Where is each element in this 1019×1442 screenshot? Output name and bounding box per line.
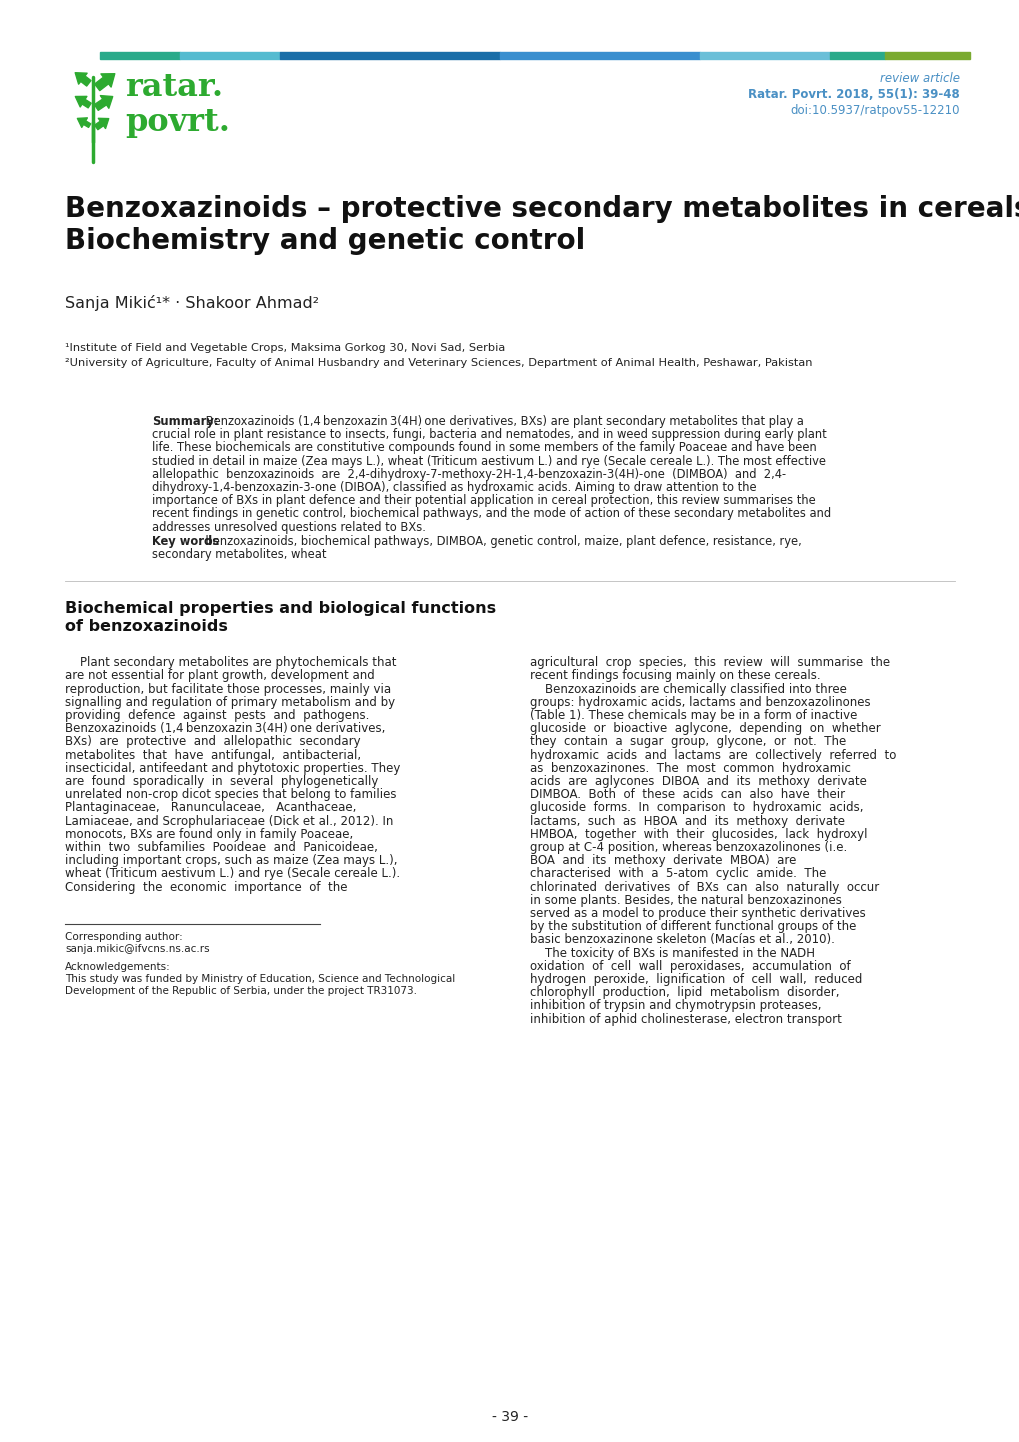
Text: Lamiaceae, and Scrophulariaceae (Dick et al., 2012). In: Lamiaceae, and Scrophulariaceae (Dick et… xyxy=(65,815,393,828)
Text: glucoside  or  bioactive  aglycone,  depending  on  whether: glucoside or bioactive aglycone, dependi… xyxy=(530,722,879,735)
Text: they  contain  a  sugar  group,  glycone,  or  not.  The: they contain a sugar group, glycone, or … xyxy=(530,735,846,748)
Text: insecticidal, antifeedant and phytotoxic properties. They: insecticidal, antifeedant and phytotoxic… xyxy=(65,761,400,774)
Text: Biochemical properties and biological functions: Biochemical properties and biological fu… xyxy=(65,601,495,616)
Text: secondary metabolites, wheat: secondary metabolites, wheat xyxy=(152,548,326,561)
Text: BXs)  are  protective  and  allelopathic  secondary: BXs) are protective and allelopathic sec… xyxy=(65,735,361,748)
Text: inhibition of aphid cholinesterase, electron transport: inhibition of aphid cholinesterase, elec… xyxy=(530,1012,841,1025)
Text: ²University of Agriculture, Faculty of Animal Husbandry and Veterinary Sciences,: ²University of Agriculture, Faculty of A… xyxy=(65,358,812,368)
Bar xyxy=(884,52,969,59)
Text: within  two  subfamilies  Pooideae  and  Panicoideae,: within two subfamilies Pooideae and Pani… xyxy=(65,841,377,854)
Text: : benzoxazinoids, biochemical pathways, DIMBOA, genetic control, maize, plant de: : benzoxazinoids, biochemical pathways, … xyxy=(198,535,801,548)
Text: Corresponding author:: Corresponding author: xyxy=(65,932,182,942)
FancyArrowPatch shape xyxy=(95,74,115,91)
FancyArrowPatch shape xyxy=(75,97,91,108)
Text: crucial role in plant resistance to insects, fungi, bacteria and nematodes, and : crucial role in plant resistance to inse… xyxy=(152,428,826,441)
Text: recent findings in genetic control, biochemical pathways, and the mode of action: recent findings in genetic control, bioc… xyxy=(152,508,830,521)
Text: glucoside  forms.  In  comparison  to  hydroxamic  acids,: glucoside forms. In comparison to hydrox… xyxy=(530,802,863,815)
Text: Key words: Key words xyxy=(152,535,219,548)
Text: ¹Institute of Field and Vegetable Crops, Maksima Gorkog 30, Novi Sad, Serbia: ¹Institute of Field and Vegetable Crops,… xyxy=(65,343,504,353)
FancyArrowPatch shape xyxy=(95,118,109,130)
Text: Benzoxazinoids (1,4 benzoxazin 3(4H) one derivatives,: Benzoxazinoids (1,4 benzoxazin 3(4H) one… xyxy=(65,722,385,735)
Text: unrelated non-crop dicot species that belong to families: unrelated non-crop dicot species that be… xyxy=(65,789,396,802)
Text: hydroxamic  acids  and  lactams  are  collectively  referred  to: hydroxamic acids and lactams are collect… xyxy=(530,748,896,761)
Text: studied in detail in maize (Zea mays L.), wheat (Triticum aestivum L.) and rye (: studied in detail in maize (Zea mays L.)… xyxy=(152,454,825,467)
Text: group at C-4 position, whereas benzoxazolinones (i.e.: group at C-4 position, whereas benzoxazo… xyxy=(530,841,847,854)
Text: Plantaginaceae,   Ranunculaceae,   Acanthaceae,: Plantaginaceae, Ranunculaceae, Acanthace… xyxy=(65,802,356,815)
Text: agricultural  crop  species,  this  review  will  summarise  the: agricultural crop species, this review w… xyxy=(530,656,890,669)
Text: by the substitution of different functional groups of the: by the substitution of different functio… xyxy=(530,920,856,933)
Text: monocots, BXs are found only in family Poaceae,: monocots, BXs are found only in family P… xyxy=(65,828,353,841)
Text: recent findings focusing mainly on these cereals.: recent findings focusing mainly on these… xyxy=(530,669,820,682)
Text: Benzoxazinoids are chemically classified into three: Benzoxazinoids are chemically classified… xyxy=(530,682,846,695)
Text: life. These biochemicals are constitutive compounds found in some members of the: life. These biochemicals are constitutiv… xyxy=(152,441,816,454)
Text: ratar.: ratar. xyxy=(125,72,223,102)
Text: - 39 -: - 39 - xyxy=(491,1410,528,1425)
FancyArrowPatch shape xyxy=(75,72,91,87)
Text: acids  are  aglycones  DIBOA  and  its  methoxy  derivate: acids are aglycones DIBOA and its methox… xyxy=(530,774,866,787)
Text: of benzoxazinoids: of benzoxazinoids xyxy=(65,619,227,634)
Text: as  benzoxazinones.  The  most  common  hydroxamic: as benzoxazinones. The most common hydro… xyxy=(530,761,850,774)
Text: chlorophyll  production,  lipid  metabolism  disorder,: chlorophyll production, lipid metabolism… xyxy=(530,986,839,999)
Bar xyxy=(179,52,280,59)
Text: importance of BXs in plant defence and their potential application in cereal pro: importance of BXs in plant defence and t… xyxy=(152,495,815,508)
Text: This study was funded by Ministry of Education, Science and Technological: This study was funded by Ministry of Edu… xyxy=(65,973,454,983)
Text: povrt.: povrt. xyxy=(125,107,229,138)
Text: Summary:: Summary: xyxy=(152,415,218,428)
Text: reproduction, but facilitate those processes, mainly via: reproduction, but facilitate those proce… xyxy=(65,682,390,695)
Text: DIMBOA.  Both  of  these  acids  can  also  have  their: DIMBOA. Both of these acids can also hav… xyxy=(530,789,845,802)
FancyArrowPatch shape xyxy=(95,95,112,111)
Text: Sanja Mikić¹* · Shakoor Ahmad²: Sanja Mikić¹* · Shakoor Ahmad² xyxy=(65,296,319,311)
Text: wheat (Triticum aestivum L.) and rye (Secale cereale L.).: wheat (Triticum aestivum L.) and rye (Se… xyxy=(65,868,399,881)
FancyArrowPatch shape xyxy=(77,118,91,127)
Text: (Table 1). These chemicals may be in a form of inactive: (Table 1). These chemicals may be in a f… xyxy=(530,709,857,722)
Bar xyxy=(699,52,829,59)
Text: chlorinated  derivatives  of  BXs  can  also  naturally  occur: chlorinated derivatives of BXs can also … xyxy=(530,881,878,894)
Text: dihydroxy-1,4-benzoxazin-3-one (DIBOA), classified as hydroxamic acids. Aiming t: dihydroxy-1,4-benzoxazin-3-one (DIBOA), … xyxy=(152,482,756,495)
Text: The toxicity of BXs is manifested in the NADH: The toxicity of BXs is manifested in the… xyxy=(530,946,814,959)
Text: signalling and regulation of primary metabolism and by: signalling and regulation of primary met… xyxy=(65,696,394,709)
Text: addresses unresolved questions related to BXs.: addresses unresolved questions related t… xyxy=(152,521,426,534)
Text: Acknowledgements:: Acknowledgements: xyxy=(65,962,170,972)
Text: metabolites  that  have  antifungal,  antibacterial,: metabolites that have antifungal, antiba… xyxy=(65,748,361,761)
Text: Benzoxazinoids – protective secondary metabolites in cereals:: Benzoxazinoids – protective secondary me… xyxy=(65,195,1019,224)
Text: doi:10.5937/ratpov55-12210: doi:10.5937/ratpov55-12210 xyxy=(790,104,959,117)
Bar xyxy=(100,52,179,59)
Text: are not essential for plant growth, development and: are not essential for plant growth, deve… xyxy=(65,669,374,682)
Text: in some plants. Besides, the natural benzoxazinones: in some plants. Besides, the natural ben… xyxy=(530,894,841,907)
Text: including important crops, such as maize (Zea mays L.),: including important crops, such as maize… xyxy=(65,854,397,867)
Text: BOA  and  its  methoxy  derivate  MBOA)  are: BOA and its methoxy derivate MBOA) are xyxy=(530,854,796,867)
Text: characterised  with  a  5-atom  cyclic  amide.  The: characterised with a 5-atom cyclic amide… xyxy=(530,868,825,881)
Text: Plant secondary metabolites are phytochemicals that: Plant secondary metabolites are phytoche… xyxy=(65,656,396,669)
Text: allelopathic  benzoxazinoids  are  2,4-dihydroxy-7-methoxy-2H-1,4-benzoxazin-3(4: allelopathic benzoxazinoids are 2,4-dihy… xyxy=(152,467,786,480)
Bar xyxy=(280,52,499,59)
Bar xyxy=(829,52,884,59)
Text: Benzoxazinoids (1,4 benzoxazin 3(4H) one derivatives, BXs) are plant secondary m: Benzoxazinoids (1,4 benzoxazin 3(4H) one… xyxy=(202,415,803,428)
Bar xyxy=(499,52,699,59)
Text: providing  defence  against  pests  and  pathogens.: providing defence against pests and path… xyxy=(65,709,369,722)
Text: are  found  sporadically  in  several  phylogenetically: are found sporadically in several phylog… xyxy=(65,774,378,787)
Text: lactams,  such  as  HBOA  and  its  methoxy  derivate: lactams, such as HBOA and its methoxy de… xyxy=(530,815,844,828)
Text: Ratar. Povrt. 2018, 55(1): 39-48: Ratar. Povrt. 2018, 55(1): 39-48 xyxy=(748,88,959,101)
Text: Biochemistry and genetic control: Biochemistry and genetic control xyxy=(65,226,585,255)
Text: oxidation  of  cell  wall  peroxidases,  accumulation  of: oxidation of cell wall peroxidases, accu… xyxy=(530,960,850,973)
Text: basic benzoxazinone skeleton (Macías et al., 2010).: basic benzoxazinone skeleton (Macías et … xyxy=(530,933,835,946)
Text: Development of the Republic of Serbia, under the project TR31073.: Development of the Republic of Serbia, u… xyxy=(65,986,417,996)
Text: groups: hydroxamic acids, lactams and benzoxazolinones: groups: hydroxamic acids, lactams and be… xyxy=(530,696,870,709)
Text: review article: review article xyxy=(879,72,959,85)
Text: Considering  the  economic  importance  of  the: Considering the economic importance of t… xyxy=(65,881,347,894)
Text: HMBOA,  together  with  their  glucosides,  lack  hydroxyl: HMBOA, together with their glucosides, l… xyxy=(530,828,866,841)
Text: inhibition of trypsin and chymotrypsin proteases,: inhibition of trypsin and chymotrypsin p… xyxy=(530,999,820,1012)
Text: sanja.mikic@ifvcns.ns.ac.rs: sanja.mikic@ifvcns.ns.ac.rs xyxy=(65,945,210,953)
Text: served as a model to produce their synthetic derivatives: served as a model to produce their synth… xyxy=(530,907,865,920)
Text: hydrogen  peroxide,  lignification  of  cell  wall,  reduced: hydrogen peroxide, lignification of cell… xyxy=(530,973,861,986)
